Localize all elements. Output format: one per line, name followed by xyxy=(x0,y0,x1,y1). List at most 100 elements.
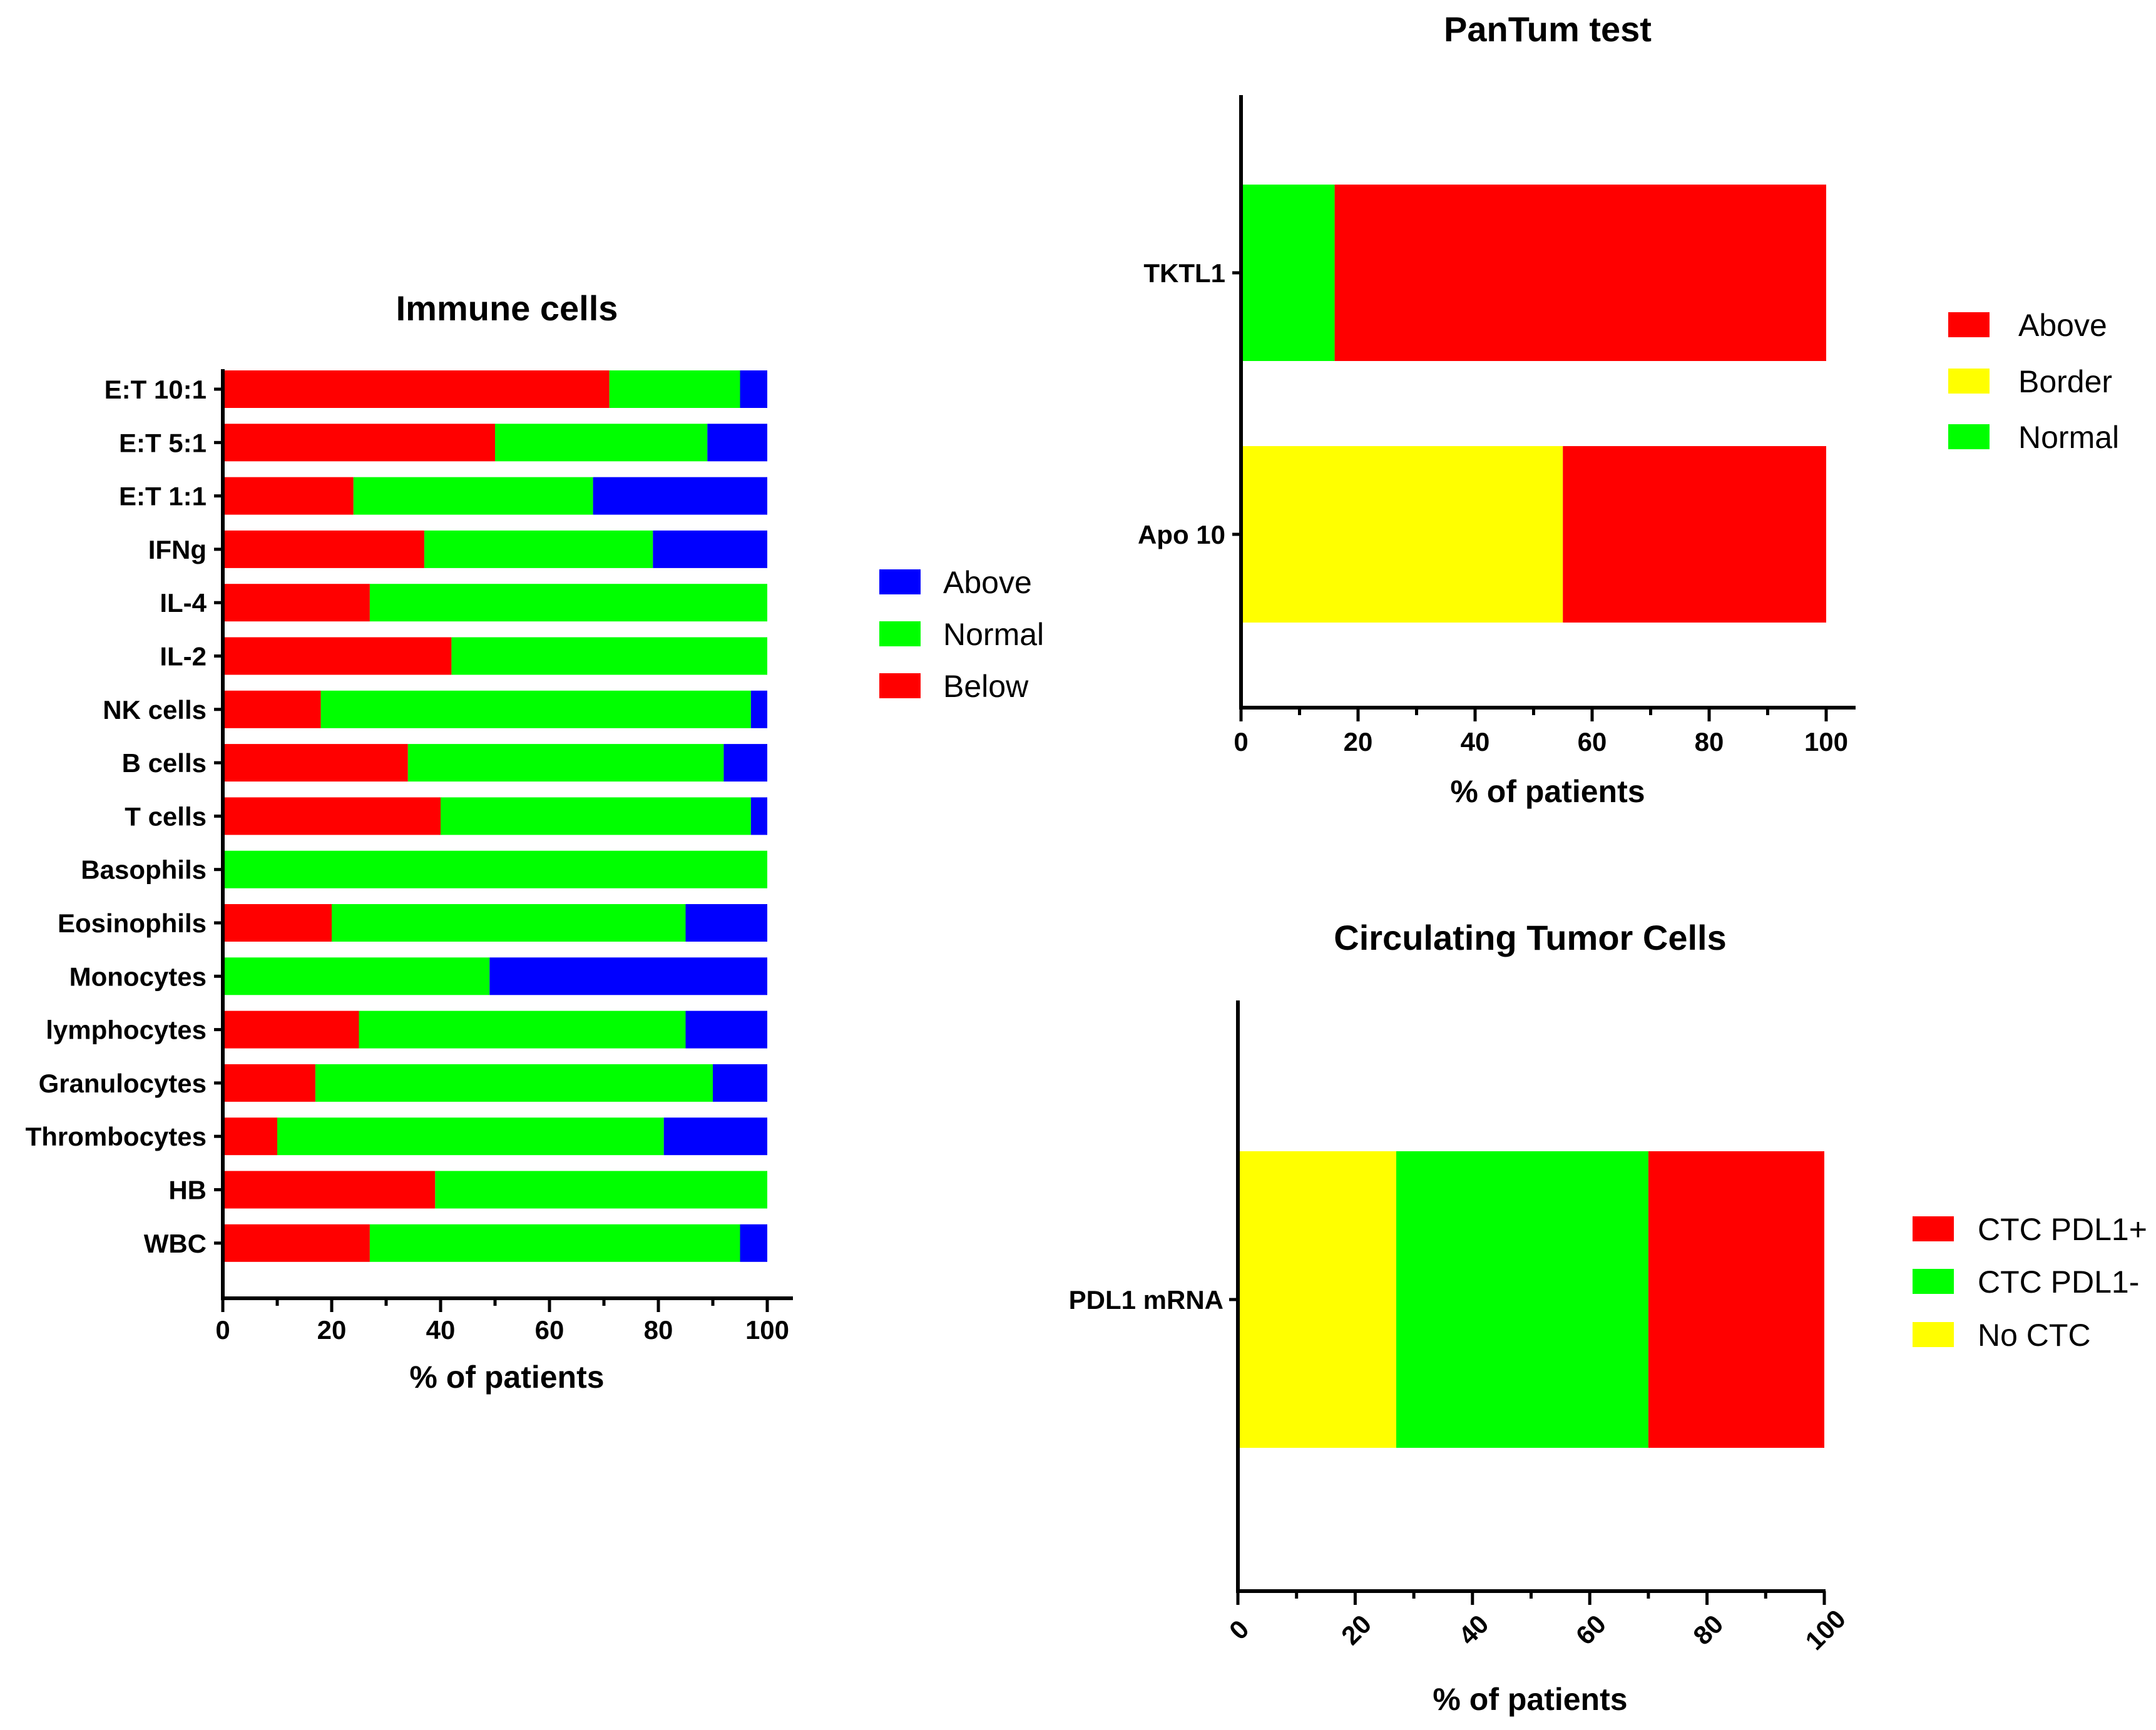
legend-swatch-below xyxy=(879,673,921,698)
category-label-e-t-1-1: E:T 1:1 xyxy=(119,482,207,511)
bar-e-t-5-1-above xyxy=(707,424,767,462)
legend-swatch-border xyxy=(1948,369,1990,394)
pantum-test-chart: PanTum test TKTL1 Apo 10 0 20 40 60 80 100 % o… xyxy=(1138,9,2119,809)
bar-lymphocytes-below xyxy=(223,1010,359,1049)
bar-e-t-1-1-above xyxy=(593,477,767,515)
x-tick-label-100: 100 xyxy=(1799,1604,1851,1656)
x-tick-label-60: 60 xyxy=(535,1315,565,1345)
x-tick-label-0: 0 xyxy=(215,1315,230,1345)
pantum-x-axis-label: % of patients xyxy=(1450,774,1645,809)
pantum-x-ticks: 0 20 40 60 80 100 xyxy=(1234,708,1848,756)
x-tick-label-60: 60 xyxy=(1570,1609,1612,1651)
bar-eosinophils-above xyxy=(685,904,767,942)
bar-pdl1-mrna-no-ctc xyxy=(1238,1151,1396,1448)
legend-swatch-normal xyxy=(1948,424,1990,449)
bar-nk-cells-above xyxy=(750,690,767,728)
ctc-x-ticks: 0 20 40 60 80 100 xyxy=(1224,1591,1851,1656)
bar-ifng-below xyxy=(223,530,424,568)
legend-label-below: Below xyxy=(943,669,1029,704)
bar-e-t-10-1-below xyxy=(223,370,610,408)
x-tick-label-20: 20 xyxy=(1336,1609,1377,1651)
x-tick-label-60: 60 xyxy=(1578,727,1607,756)
bar-il-2-normal xyxy=(451,637,767,675)
category-label-basophils: Basophils xyxy=(81,855,207,885)
bar-t-cells-above xyxy=(750,797,767,835)
ctc-category-labels: PDL1 mRNA xyxy=(1069,1285,1238,1315)
legend-swatch-normal xyxy=(879,621,921,646)
bar-pdl1-mrna-ctc-pdl1 xyxy=(1648,1151,1824,1448)
bar-b-cells-above xyxy=(723,744,767,782)
ctc-legend: CTC PDL1+ CTC PDL1- No CTC xyxy=(1913,1212,2147,1353)
category-label-b-cells: B cells xyxy=(122,748,207,778)
immune-x-axis-label: % of patients xyxy=(409,1360,604,1395)
category-label-eosinophils: Eosinophils xyxy=(58,908,207,938)
x-tick-label-40: 40 xyxy=(1453,1609,1494,1651)
immune-x-ticks: 0 20 40 60 80 100 xyxy=(215,1298,789,1345)
bar-monocytes-above xyxy=(489,957,767,995)
bar-lymphocytes-above xyxy=(685,1010,767,1049)
bar-e-t-1-1-below xyxy=(223,477,354,515)
bar-e-t-1-1-normal xyxy=(353,477,593,515)
bar-apo-10-above xyxy=(1563,446,1826,623)
bar-apo-10-border xyxy=(1241,446,1563,623)
bar-wbc-normal xyxy=(369,1224,740,1262)
x-tick-label-0: 0 xyxy=(1224,1614,1255,1646)
bar-wbc-above xyxy=(740,1224,767,1262)
immune-bars xyxy=(223,370,767,1262)
category-label-t-cells: T cells xyxy=(125,801,207,831)
bar-b-cells-normal xyxy=(407,744,724,782)
bar-tktl1-above xyxy=(1334,185,1826,361)
category-label-il-4: IL-4 xyxy=(160,588,207,618)
category-label-lymphocytes: lymphocytes xyxy=(46,1015,207,1045)
pantum-bars xyxy=(1241,185,1826,623)
category-label-apo-10: Apo 10 xyxy=(1138,520,1225,549)
category-label-thrombocytes: Thrombocytes xyxy=(26,1122,207,1151)
category-label-granulocytes: Granulocytes xyxy=(39,1069,207,1098)
x-tick-label-80: 80 xyxy=(644,1315,673,1345)
pantum-chart-title: PanTum test xyxy=(1444,9,1652,49)
bar-t-cells-normal xyxy=(441,797,751,835)
immune-cells-chart: Immune cells E:T 10:1 E:T 5:1 E:T 1:1 IFNg I… xyxy=(26,288,1045,1395)
bar-ifng-above xyxy=(653,530,767,568)
bar-wbc-below xyxy=(223,1224,370,1262)
bar-thrombocytes-above xyxy=(663,1117,767,1156)
x-tick-label-80: 80 xyxy=(1695,727,1724,756)
x-tick-label-80: 80 xyxy=(1687,1609,1729,1651)
ctc-bars xyxy=(1238,1151,1824,1448)
category-label-e-t-10-1: E:T 10:1 xyxy=(105,375,207,404)
bar-ifng-normal xyxy=(424,530,653,568)
bar-e-t-10-1-above xyxy=(740,370,767,408)
bar-hb-below xyxy=(223,1171,436,1209)
legend-swatch-ctc-pdl1-neg xyxy=(1913,1269,1954,1294)
legend-label-above: Above xyxy=(2018,308,2107,343)
circulating-tumor-cells-chart: Circulating Tumor Cells PDL1 mRNA 0 20 40 6… xyxy=(1069,918,2147,1717)
ctc-chart-title: Circulating Tumor Cells xyxy=(1334,918,1726,957)
bar-monocytes-normal xyxy=(223,957,490,995)
bar-nk-cells-normal xyxy=(320,690,751,728)
legend-label-above: Above xyxy=(943,565,1032,600)
category-label-nk-cells: NK cells xyxy=(103,695,207,725)
bar-il-4-normal xyxy=(369,584,767,622)
bar-e-t-10-1-normal xyxy=(609,370,740,408)
bar-e-t-5-1-normal xyxy=(495,424,708,462)
bar-thrombocytes-normal xyxy=(277,1117,664,1156)
x-tick-label-100: 100 xyxy=(745,1315,789,1345)
bar-eosinophils-below xyxy=(223,904,332,942)
bar-tktl1-normal xyxy=(1241,185,1335,361)
x-tick-label-0: 0 xyxy=(1234,727,1248,756)
ctc-x-axis-label: % of patients xyxy=(1433,1682,1627,1717)
legend-label-border: Border xyxy=(2018,364,2112,399)
pantum-category-labels: TKTL1 Apo 10 xyxy=(1138,258,1241,549)
x-tick-label-100: 100 xyxy=(1804,727,1848,756)
legend-swatch-ctc-pdl1-pos xyxy=(1913,1216,1954,1241)
bar-basophils-normal xyxy=(223,850,767,888)
immune-category-labels: E:T 10:1 E:T 5:1 E:T 1:1 IFNg IL-4 IL-2 NK cel… xyxy=(26,375,223,1258)
immune-chart-title: Immune cells xyxy=(396,288,618,328)
category-label-il-2: IL-2 xyxy=(160,642,207,671)
legend-swatch-above xyxy=(879,569,921,594)
legend-label-normal: Normal xyxy=(943,617,1044,652)
category-label-pdl1-mrna: PDL1 mRNA xyxy=(1069,1285,1224,1315)
category-label-tktl1: TKTL1 xyxy=(1143,258,1225,288)
bar-thrombocytes-below xyxy=(223,1117,277,1156)
